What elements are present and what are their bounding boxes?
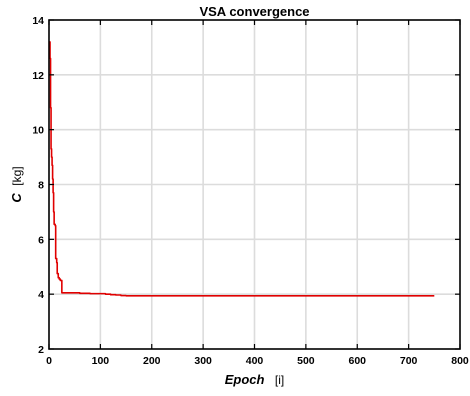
- x-tick-label: 700: [400, 355, 418, 367]
- ticks: 0 100 200 300 400 500 600 700 800 2 4 6 8 10 12 14: [32, 15, 469, 367]
- x-tick-label: 800: [451, 355, 469, 367]
- y-axis-label: C [kg]: [8, 166, 25, 202]
- x-axis-label-main: Epoch: [225, 372, 265, 387]
- series-line: [49, 41, 435, 297]
- x-axis-label-unit: [i]: [275, 373, 284, 387]
- x-tick-label: 400: [246, 355, 264, 367]
- chart-title: VSA convergence: [199, 4, 309, 19]
- labels: VSA convergence Epoch [i] C [kg]: [8, 4, 310, 388]
- x-tick-label: 500: [297, 355, 315, 367]
- y-axis-label-unit: [kg]: [10, 166, 24, 185]
- y-tick-label: 2: [38, 344, 44, 356]
- y-tick-label: 8: [38, 180, 44, 192]
- y-tick-label: 6: [38, 234, 44, 246]
- y-tick-label: 14: [32, 15, 44, 27]
- x-tick-label: 600: [348, 355, 366, 367]
- y-tick-label: 10: [32, 125, 44, 137]
- x-axis-label: Epoch [i]: [225, 371, 285, 388]
- x-tick-label: 300: [194, 355, 212, 367]
- grid: [49, 20, 460, 349]
- y-tick-label: 4: [38, 289, 44, 301]
- x-tick-label: 100: [92, 355, 110, 367]
- x-tick-label: 200: [143, 355, 161, 367]
- y-tick-label: 12: [32, 70, 44, 82]
- series-layer: [49, 41, 435, 297]
- x-tick-label: 0: [46, 355, 52, 367]
- y-axis-label-main: C: [9, 193, 24, 203]
